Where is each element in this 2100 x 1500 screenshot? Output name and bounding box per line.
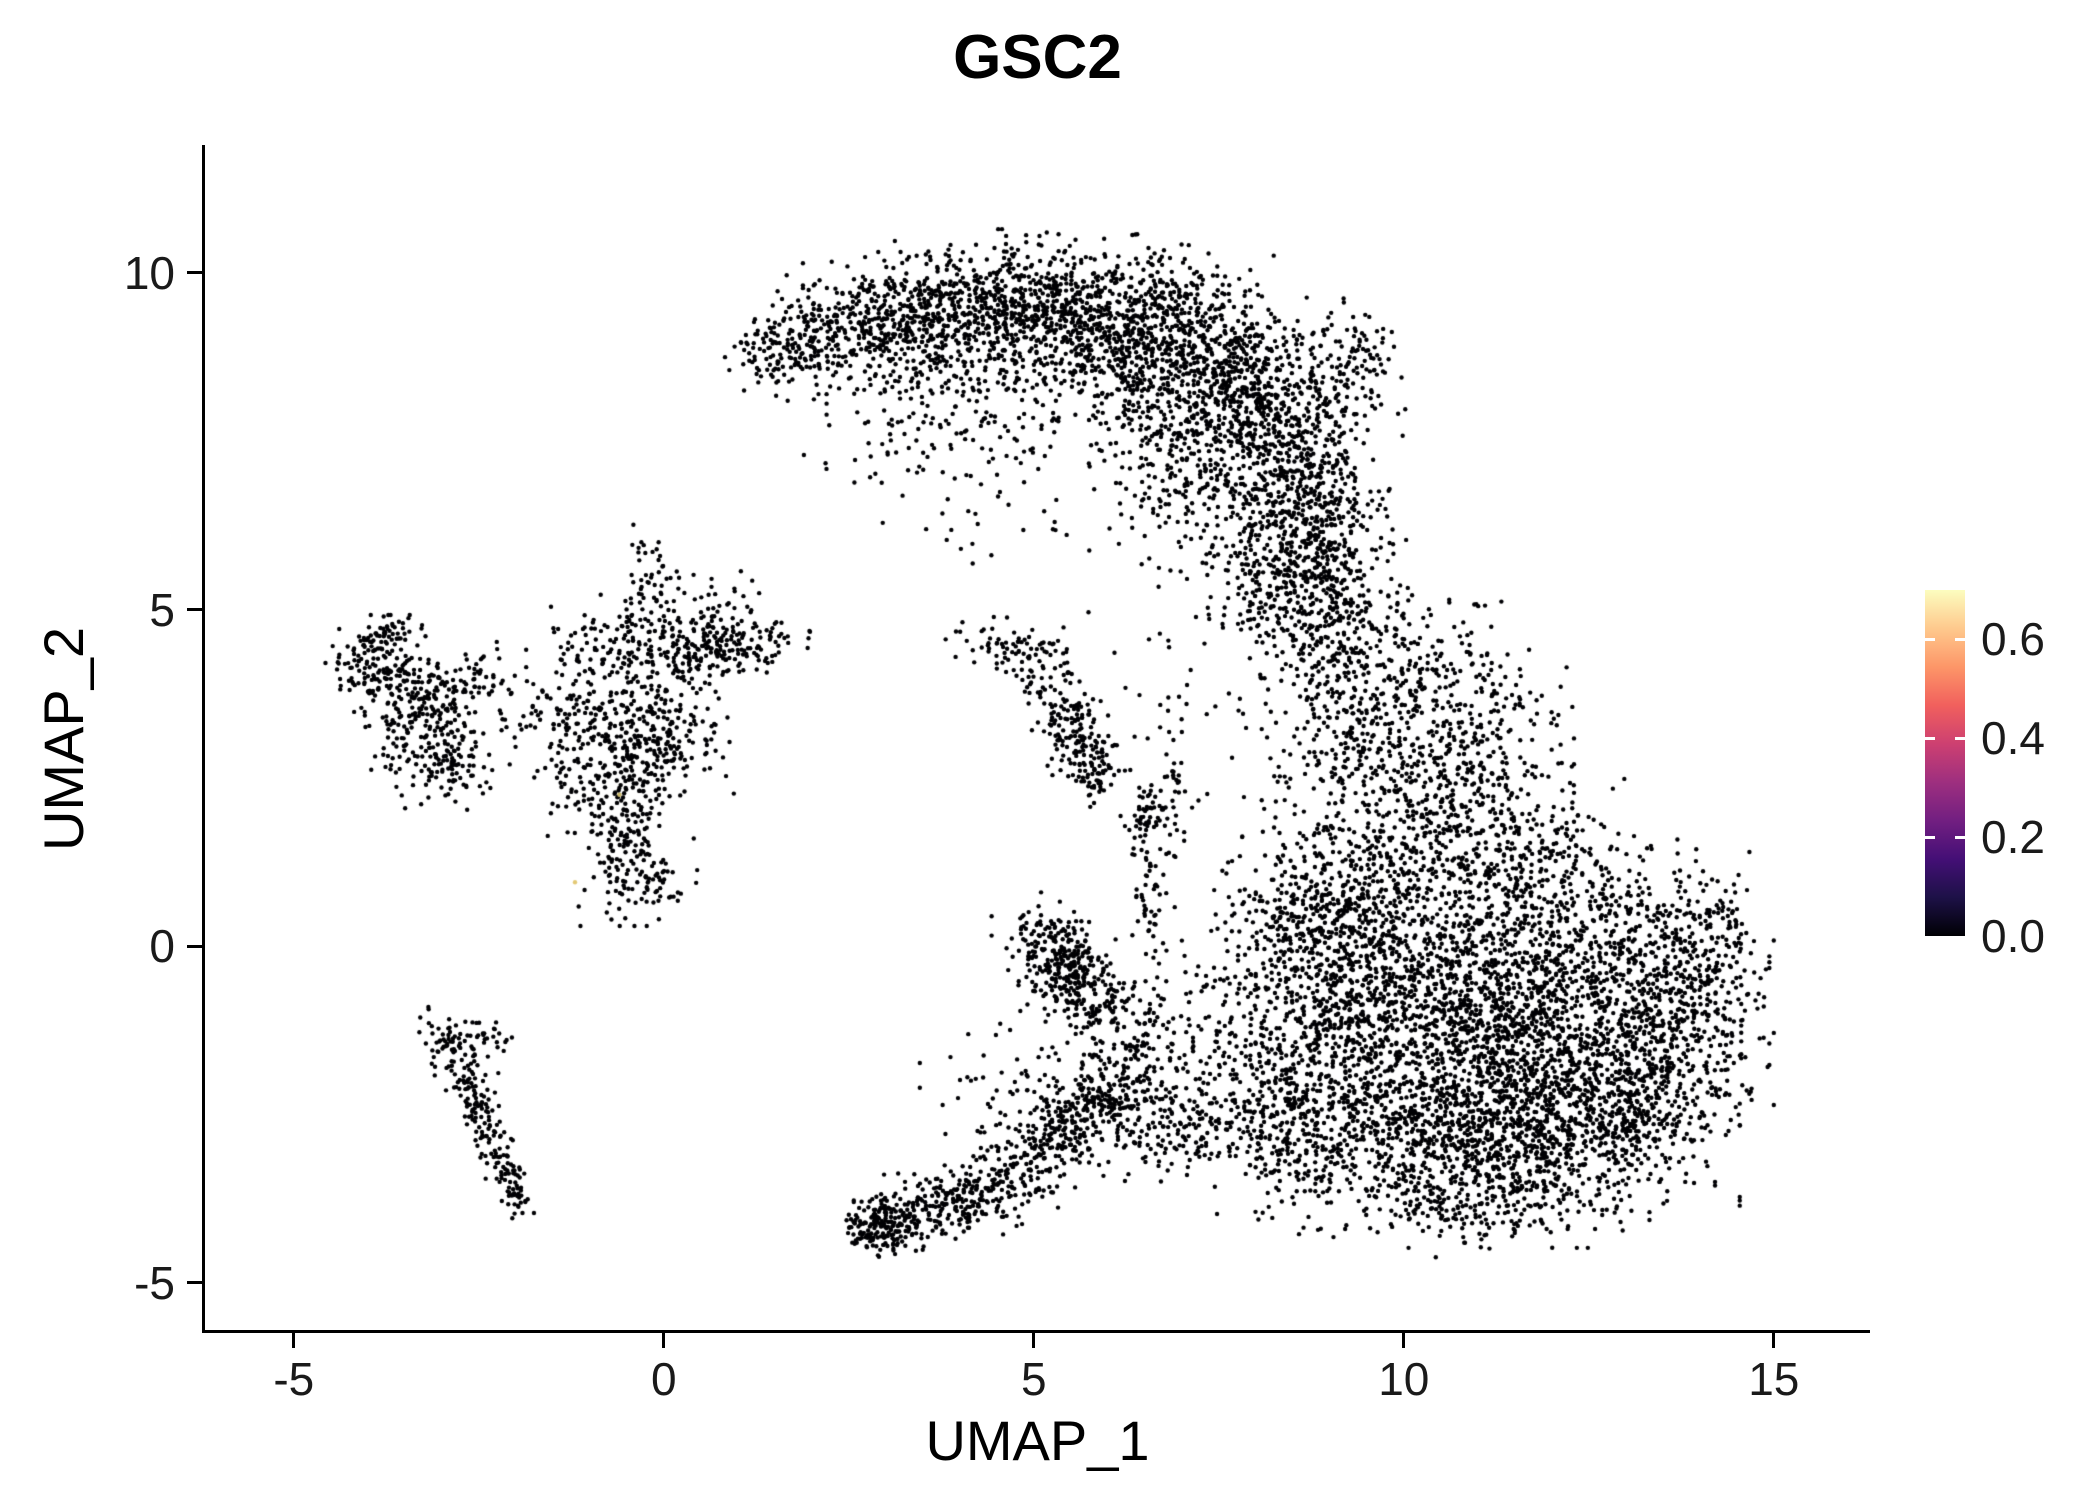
- y-axis-tick-label: 0: [149, 920, 175, 973]
- y-axis-line: [202, 145, 205, 1333]
- legend-tick-label: 0.0: [1981, 910, 2045, 962]
- y-axis-tick-mark: [187, 608, 202, 612]
- x-axis-tick-label: 5: [1021, 1353, 1047, 1405]
- colorbar-tick: [1925, 736, 1935, 740]
- y-axis-tick-mark: [187, 944, 202, 948]
- scatter-canvas: [205, 145, 1870, 1330]
- x-axis-line: [202, 1330, 1870, 1333]
- y-axis-tick-mark: [187, 1281, 202, 1285]
- x-axis-tick-mark: [662, 1333, 666, 1348]
- x-axis-tick-label: 15: [1748, 1353, 1800, 1405]
- colorbar-tick: [1955, 835, 1965, 839]
- y-axis-tick-label: -5: [134, 1256, 175, 1309]
- x-axis-tick-mark: [1402, 1333, 1406, 1348]
- colorbar-tick: [1955, 736, 1965, 740]
- colorbar-tick: [1925, 835, 1935, 839]
- x-axis-label: UMAP_1: [925, 1409, 1150, 1472]
- legend-tick-label: 0.6: [1981, 613, 2045, 666]
- y-axis-tick-label: 10: [123, 246, 175, 299]
- colorbar-tick: [1925, 637, 1935, 641]
- x-axis-tick-label: -5: [273, 1353, 315, 1405]
- legend-tick-label: 0.2: [1981, 811, 2045, 864]
- plot-title: GSC2: [953, 23, 1122, 92]
- x-axis-tick-mark: [292, 1333, 296, 1348]
- legend-tick-label: 0.4: [1981, 712, 2045, 765]
- x-axis-tick-mark: [1032, 1333, 1036, 1348]
- y-axis-tick-mark: [187, 271, 202, 275]
- x-axis-tick-label: 0: [651, 1353, 677, 1405]
- x-axis-tick-mark: [1772, 1333, 1776, 1348]
- y-axis-tick-label: 5: [149, 583, 175, 636]
- colorbar-tick: [1955, 637, 1965, 641]
- x-axis-tick-label: 10: [1378, 1353, 1430, 1405]
- colorbar-gradient: [1925, 590, 1965, 936]
